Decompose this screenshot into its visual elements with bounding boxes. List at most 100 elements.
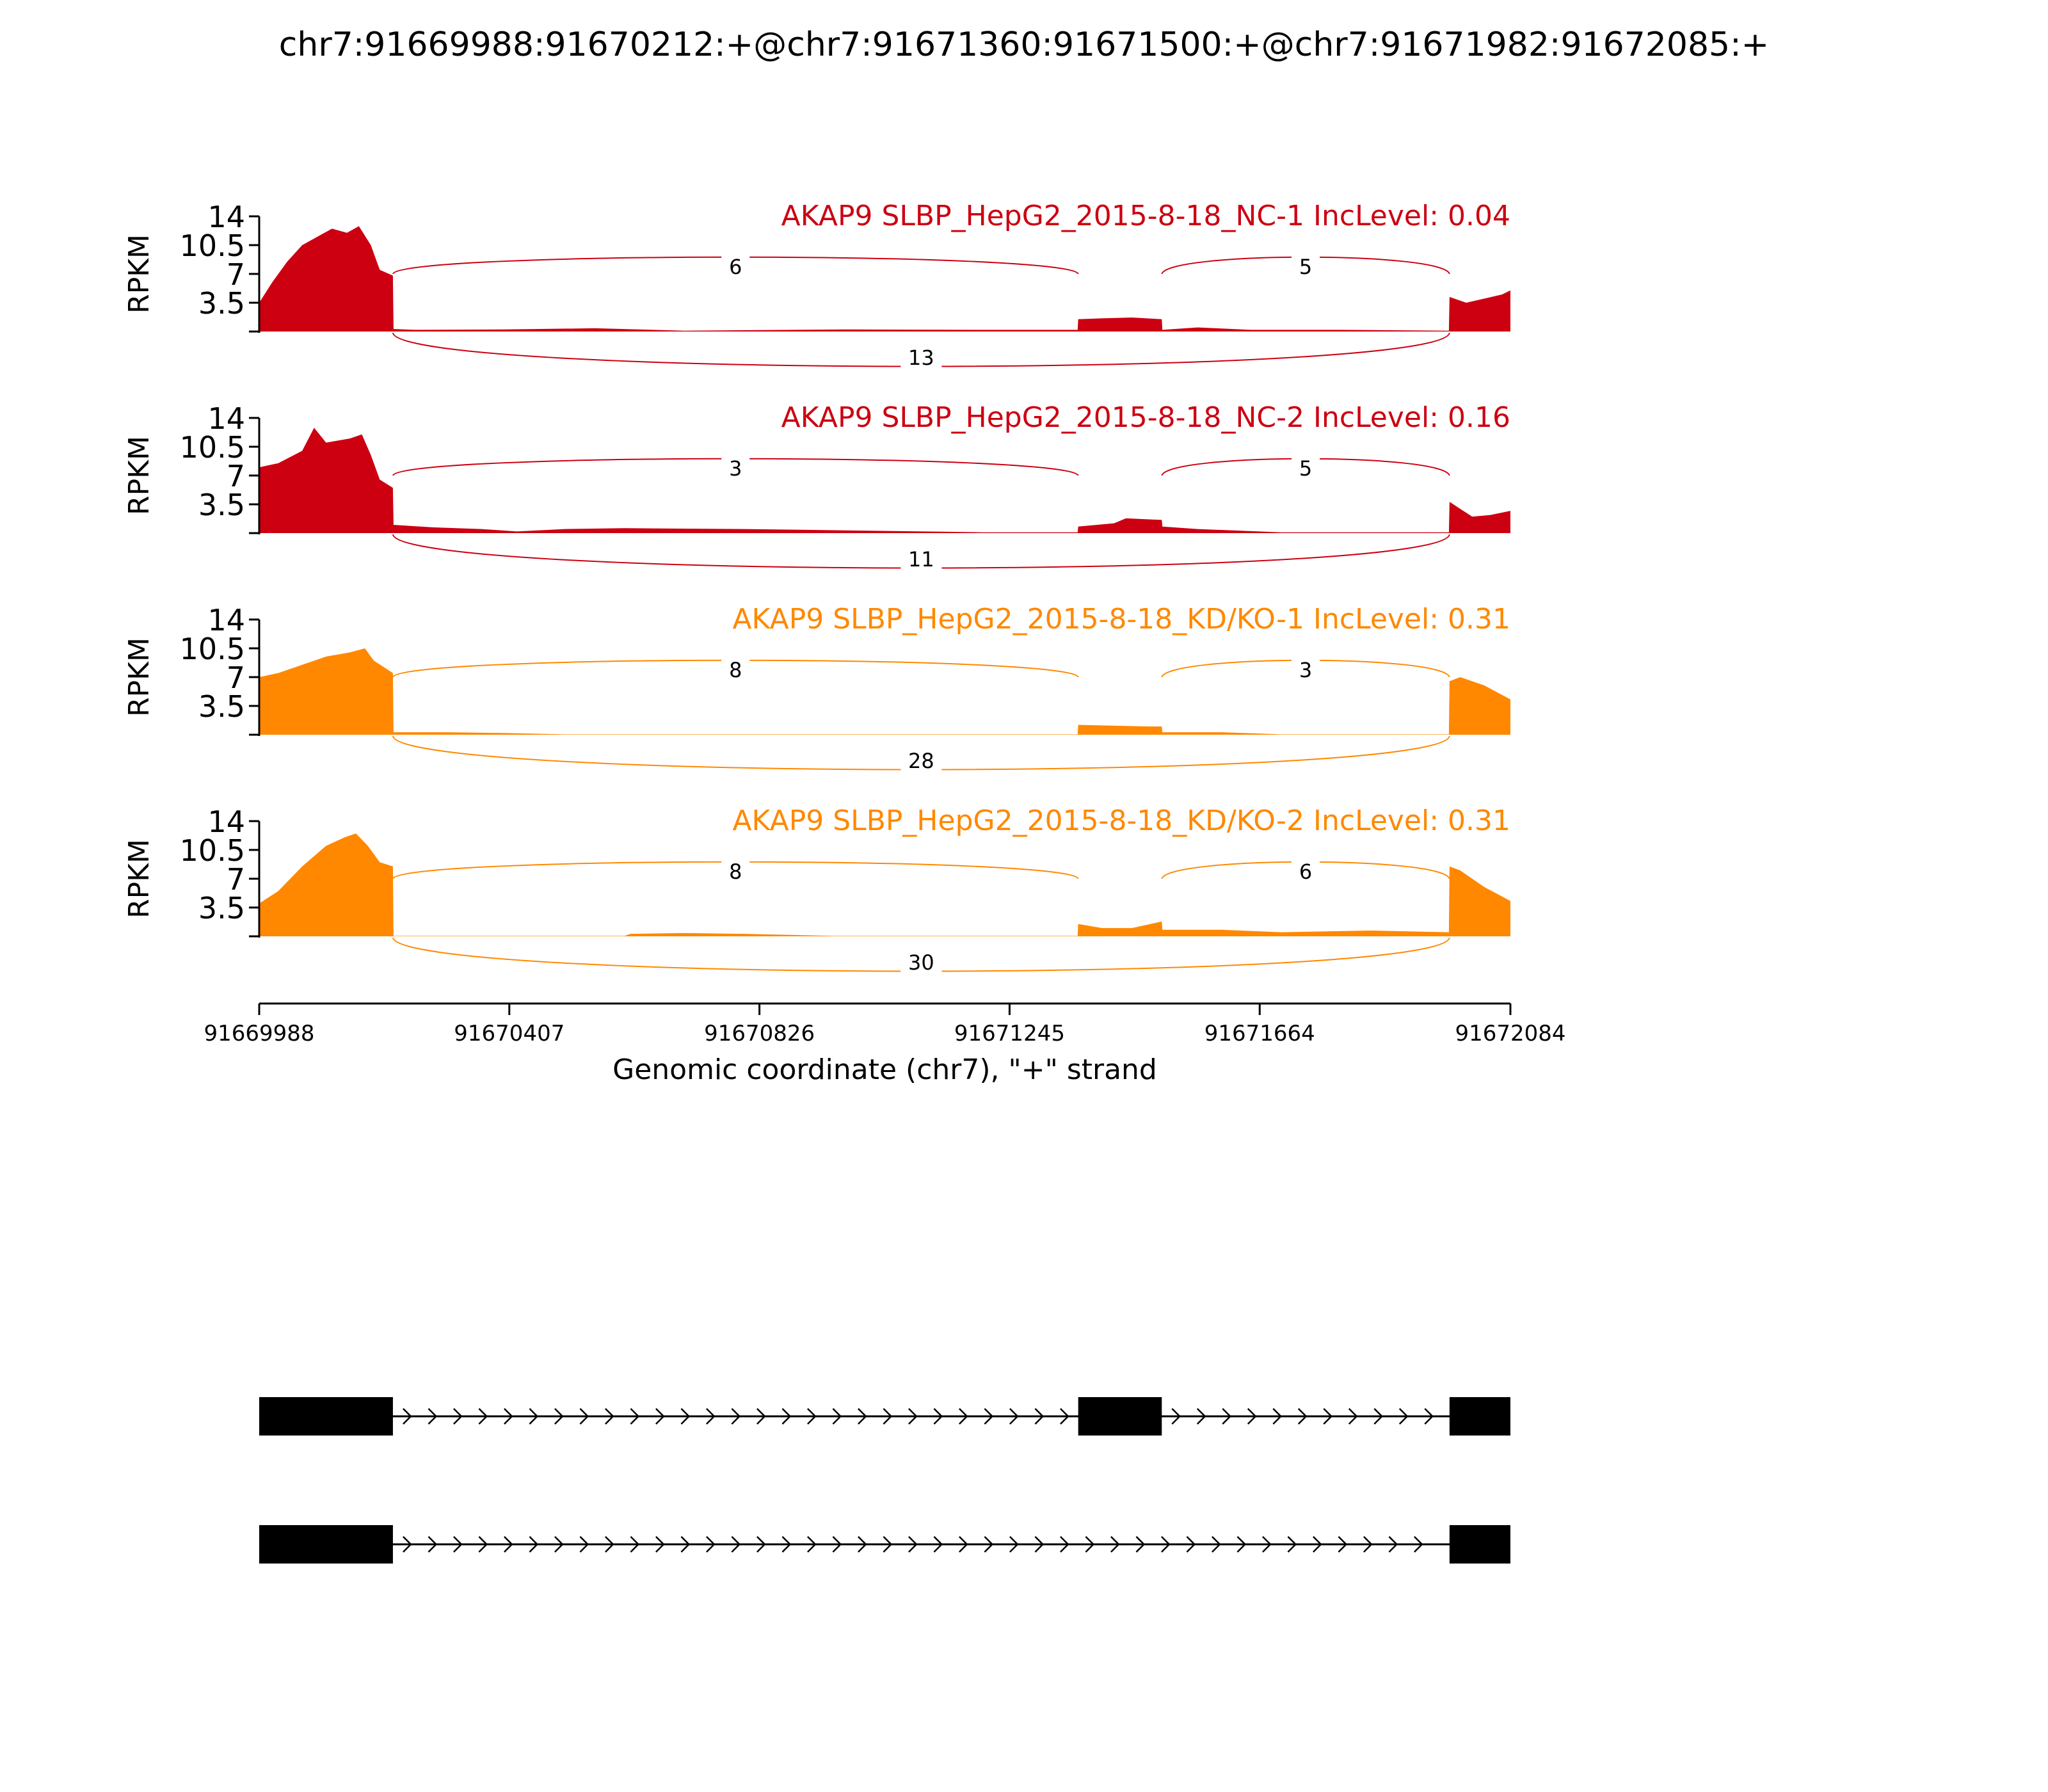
strand-arrow [504,1408,513,1425]
strand-arrow [554,1536,564,1553]
y-axis-label: RPKM [123,839,156,918]
strand-arrow [984,1536,994,1553]
junction-label-bg [1292,658,1320,684]
strand-arrow [655,1408,665,1425]
track-title: AKAP9 SLBP_HepG2_2015-8-18_NC-2 IncLevel… [781,401,1510,434]
x-tick-label: 91671664 [1204,1021,1315,1046]
strand-arrow [1171,1408,1181,1425]
strand-arrow [781,1536,792,1553]
strand-arrow [1009,1408,1019,1425]
exon-block [259,1397,393,1436]
y-tick-label: 14 [207,804,245,839]
strand-arrow [1034,1536,1044,1553]
strand-arrow [933,1536,943,1553]
strand-arrow [1297,1408,1308,1425]
x-tick-label: 91671245 [954,1021,1065,1046]
strand-arrow [1398,1408,1409,1425]
junction-count: 8 [729,658,742,682]
y-tick-label: 14 [207,200,245,234]
strand-arrow [478,1536,488,1553]
y-axis-label: RPKM [123,234,156,314]
strand-arrow [1135,1536,1146,1553]
strand-arrow [403,1536,412,1553]
strand-arrow [706,1408,716,1425]
strand-arrow [1034,1408,1044,1425]
junction-label-bg [721,456,750,482]
exon-block [259,1525,393,1564]
strand-arrow [1085,1536,1095,1553]
strand-arrow [1060,1408,1069,1425]
strand-arrow [1196,1408,1206,1425]
junction-label-bg [900,950,942,976]
strand-arrow [933,1408,943,1425]
y-tick-label: 7 [227,257,245,292]
strand-arrow [1186,1536,1196,1553]
strand-arrow [630,1408,640,1425]
y-tick-label: 10.5 [180,632,245,666]
strand-arrow [1212,1536,1221,1553]
y-tick-label: 14 [207,401,245,436]
junction-count: 28 [908,749,934,773]
strand-arrow [807,1408,817,1425]
y-tick-label: 14 [207,603,245,637]
x-axis-label: Genomic coordinate (chr7), "+" strand [612,1053,1157,1086]
strand-arrow [453,1408,463,1425]
strand-arrow [1161,1536,1171,1553]
strand-arrow [1009,1536,1019,1553]
strand-arrow [504,1536,513,1553]
y-tick-label: 10.5 [180,228,245,263]
junction-label-bg [721,255,750,280]
strand-arrow [883,1408,893,1425]
coverage-area [259,833,1510,936]
strand-arrow [1247,1408,1257,1425]
y-tick-label: 3.5 [198,286,245,321]
exon-block [1449,1525,1510,1564]
strand-arrow [883,1536,893,1553]
exon-block [1078,1397,1162,1436]
y-axis-label: RPKM [123,436,156,515]
strand-arrow [756,1536,766,1553]
x-tick-label: 91670826 [704,1021,815,1046]
strand-arrow [908,1408,918,1425]
strand-arrow [756,1408,766,1425]
junction-count: 3 [729,456,742,481]
strand-arrow [1060,1536,1069,1553]
track-title: AKAP9 SLBP_HepG2_2015-8-18_KD/KO-2 IncLe… [732,804,1510,837]
y-tick-label: 3.5 [198,689,245,724]
y-tick-label: 10.5 [180,430,245,465]
strand-arrow [655,1536,665,1553]
junction-count: 8 [729,860,742,884]
coverage-area [259,226,1510,332]
junction-label-bg [900,547,942,573]
strand-arrow [832,1408,842,1425]
track-title: AKAP9 SLBP_HepG2_2015-8-18_KD/KO-1 IncLe… [732,603,1510,636]
strand-arrow [1236,1536,1247,1553]
y-tick-label: 3.5 [198,891,245,925]
strand-arrow [1262,1536,1272,1553]
strand-arrow [605,1408,614,1425]
strand-arrow [858,1536,867,1553]
strand-arrow [984,1408,994,1425]
strand-arrow [731,1408,741,1425]
strand-arrow [1287,1536,1297,1553]
strand-arrow [680,1536,691,1553]
junction-label-bg [900,346,942,371]
y-tick-label: 7 [227,660,245,695]
strand-arrow [630,1536,640,1553]
strand-arrow [959,1408,968,1425]
strand-arrow [781,1408,792,1425]
strand-arrow [807,1536,817,1553]
strand-arrow [1222,1408,1232,1425]
y-tick-label: 3.5 [198,488,245,522]
junction-count: 5 [1299,255,1312,279]
strand-arrow [1338,1536,1348,1553]
y-tick-label: 7 [227,862,245,897]
junction-count: 13 [908,346,934,370]
strand-arrow [1424,1408,1434,1425]
chart-title: chr7:91669988:91670212:+@chr7:91671360:9… [278,26,1770,64]
strand-arrow [579,1408,589,1425]
coverage-area [259,648,1510,735]
junction-label-bg [900,749,942,774]
junction-count: 6 [729,255,742,279]
strand-arrow [428,1536,438,1553]
